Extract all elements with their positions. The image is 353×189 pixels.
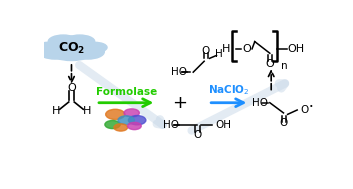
Text: O: O (242, 44, 251, 54)
Text: O: O (279, 118, 288, 128)
Circle shape (128, 115, 146, 125)
Text: O: O (193, 130, 202, 140)
Text: HO: HO (163, 120, 179, 129)
Text: HO: HO (252, 98, 268, 108)
Circle shape (114, 124, 127, 131)
Text: O$^{\bullet}$: O$^{\bullet}$ (300, 103, 313, 115)
Text: OH: OH (215, 120, 231, 129)
Text: HO: HO (171, 67, 187, 77)
Circle shape (127, 122, 141, 130)
Text: $\mathbf{CO_2}$: $\mathbf{CO_2}$ (58, 41, 85, 57)
Text: H: H (83, 106, 91, 116)
Text: Formolase: Formolase (96, 87, 157, 97)
Ellipse shape (36, 42, 61, 53)
Text: +: + (172, 94, 187, 112)
Ellipse shape (65, 35, 95, 48)
Ellipse shape (48, 35, 78, 48)
Text: n: n (281, 60, 287, 70)
Text: OH: OH (288, 44, 305, 54)
Ellipse shape (51, 46, 92, 60)
Text: H: H (222, 44, 230, 54)
Ellipse shape (47, 39, 96, 59)
Text: NaClO$_2$: NaClO$_2$ (208, 83, 250, 97)
Text: O: O (265, 59, 274, 69)
Ellipse shape (83, 42, 107, 53)
Ellipse shape (71, 45, 104, 59)
Text: H: H (215, 49, 223, 59)
Text: O: O (67, 83, 76, 93)
Ellipse shape (38, 45, 72, 59)
Circle shape (106, 109, 125, 119)
Text: H: H (52, 106, 61, 116)
Circle shape (124, 109, 139, 117)
Text: O: O (202, 46, 210, 56)
Circle shape (105, 120, 120, 129)
Circle shape (118, 116, 134, 125)
